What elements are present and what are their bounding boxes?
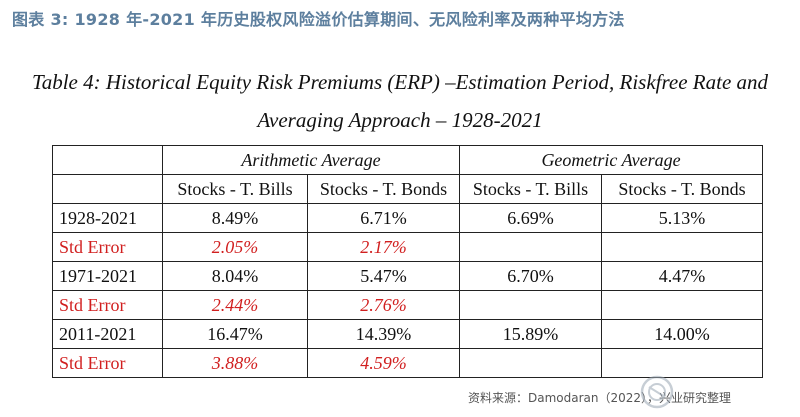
- snowball-logo-icon: [640, 375, 674, 409]
- table-row: 2011-2021 16.47% 14.39% 15.89% 14.00%: [52, 319, 763, 349]
- column-header-row: Stocks - T. Bills Stocks - T. Bonds Stoc…: [52, 174, 763, 204]
- table-cell: 5.47%: [307, 261, 460, 291]
- table-cell: 2.44%: [162, 290, 308, 320]
- table-cell: [459, 290, 602, 320]
- table-cell: 4.47%: [601, 261, 763, 291]
- table-cell: [601, 232, 763, 262]
- table-cell: 2.17%: [307, 232, 460, 262]
- table-cell: [459, 348, 602, 378]
- table-cell: 3.88%: [162, 348, 308, 378]
- table-cell: 2.76%: [307, 290, 460, 320]
- table-cell: 15.89%: [459, 319, 602, 349]
- table-cell: [601, 348, 763, 378]
- arithmetic-average-header: Arithmetic Average: [162, 145, 460, 175]
- table-cell: 14.00%: [601, 319, 763, 349]
- table-cell: 5.13%: [601, 203, 763, 233]
- erp-table: Arithmetic Average Geometric Average Sto…: [52, 145, 763, 378]
- table-cell: 6.69%: [459, 203, 602, 233]
- row-label-header: [52, 174, 163, 204]
- figure-caption: 图表 3: 1928 年-2021 年历史股权风险溢价估算期间、无风险利率及两种…: [12, 10, 625, 29]
- table-row: Std Error 2.05% 2.17%: [52, 232, 763, 262]
- corner-cell: [52, 145, 163, 175]
- table-cell: 8.49%: [162, 203, 308, 233]
- table-title-line-1: Table 4: Historical Equity Risk Premiums…: [31, 70, 769, 94]
- period-label: 1928-2021: [52, 203, 163, 233]
- table-title-line-2: Averaging Approach – 1928-2021: [257, 108, 543, 132]
- column-header: Stocks - T. Bonds: [601, 174, 763, 204]
- table-cell: 16.47%: [162, 319, 308, 349]
- period-label: 2011-2021: [52, 319, 163, 349]
- table-cell: 8.04%: [162, 261, 308, 291]
- table-row: Std Error 3.88% 4.59%: [52, 348, 763, 378]
- table-row: 1928-2021 8.49% 6.71% 6.69% 5.13%: [52, 203, 763, 233]
- std-error-label: Std Error: [52, 232, 163, 262]
- column-header: Stocks - T. Bills: [459, 174, 602, 204]
- table-row: Std Error 2.44% 2.76%: [52, 290, 763, 320]
- table-cell: [459, 232, 602, 262]
- table-cell: [601, 290, 763, 320]
- table-cell: 6.71%: [307, 203, 460, 233]
- table-row: 1971-2021 8.04% 5.47% 6.70% 4.47%: [52, 261, 763, 291]
- table-cell: 6.70%: [459, 261, 602, 291]
- std-error-label: Std Error: [52, 348, 163, 378]
- column-header: Stocks - T. Bonds: [307, 174, 460, 204]
- table-cell: 2.05%: [162, 232, 308, 262]
- geometric-average-header: Geometric Average: [459, 145, 763, 175]
- column-header: Stocks - T. Bills: [162, 174, 308, 204]
- std-error-label: Std Error: [52, 290, 163, 320]
- table-cell: 14.39%: [307, 319, 460, 349]
- group-header-row: Arithmetic Average Geometric Average: [52, 145, 763, 175]
- watermark: [640, 374, 790, 410]
- period-label: 1971-2021: [52, 261, 163, 291]
- table-cell: 4.59%: [307, 348, 460, 378]
